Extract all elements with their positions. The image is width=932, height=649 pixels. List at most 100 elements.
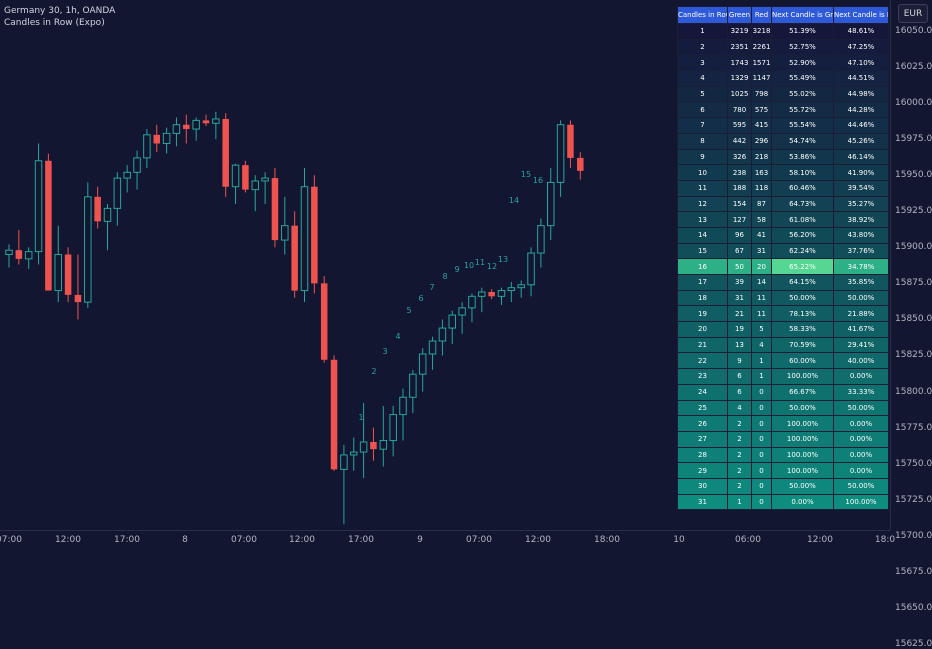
- candle-bullish[interactable]: [537, 218, 545, 268]
- table-cell: 52.75%: [771, 38, 834, 56]
- table-cell: 16: [677, 258, 728, 275]
- candle-bullish[interactable]: [507, 281, 516, 303]
- candle-bearish[interactable]: [74, 254, 82, 320]
- candle-bearish[interactable]: [488, 289, 495, 300]
- candle-bullish[interactable]: [212, 111, 220, 140]
- candle-bullish[interactable]: [162, 127, 171, 154]
- chart-legend[interactable]: Germany 30, 1h, OANDA Candles in Row (Ex…: [4, 5, 115, 29]
- candle-body: [488, 292, 495, 297]
- candle-bullish[interactable]: [497, 287, 506, 305]
- candle-bullish[interactable]: [359, 403, 368, 479]
- candle-bullish[interactable]: [556, 120, 565, 197]
- candle-bearish[interactable]: [222, 113, 229, 197]
- table-cell: 100.00%: [771, 415, 834, 432]
- candle-bullish[interactable]: [340, 444, 348, 525]
- candle-bearish[interactable]: [202, 114, 210, 127]
- candle-bullish[interactable]: [438, 319, 447, 356]
- candle-bullish[interactable]: [133, 150, 141, 190]
- candle-bullish[interactable]: [428, 336, 437, 370]
- candle-bullish[interactable]: [172, 117, 181, 147]
- table-cell: 14: [677, 226, 728, 244]
- candle-bearish[interactable]: [153, 124, 161, 153]
- candle-bullish[interactable]: [84, 182, 92, 308]
- candle-bearish[interactable]: [64, 247, 72, 303]
- candle-bullish[interactable]: [478, 287, 486, 313]
- candle-bullish[interactable]: [24, 247, 33, 269]
- candle-bearish[interactable]: [567, 120, 574, 168]
- table-cell: 1147: [751, 70, 772, 87]
- candle-bullish[interactable]: [448, 310, 456, 344]
- candle-bearish[interactable]: [311, 175, 318, 294]
- candle-bearish[interactable]: [577, 152, 584, 180]
- candle-bullish[interactable]: [300, 167, 309, 303]
- candle-bullish[interactable]: [379, 405, 388, 467]
- candle-body: [577, 157, 584, 171]
- candle-bullish[interactable]: [350, 437, 358, 471]
- candle-bearish[interactable]: [370, 427, 377, 461]
- candle-bullish[interactable]: [103, 204, 112, 251]
- candle-bullish[interactable]: [5, 244, 13, 268]
- table-row: 10 238 163 58.10% 41.90%: [677, 164, 889, 181]
- table-cell: 1743: [727, 54, 752, 72]
- table-cell: 218: [751, 148, 772, 166]
- table-cell: 4: [751, 336, 772, 354]
- candle-bullish[interactable]: [261, 172, 269, 205]
- candle-body: [123, 171, 131, 179]
- candle-bullish[interactable]: [468, 293, 476, 323]
- candle-bullish[interactable]: [54, 225, 62, 303]
- candle-bearish[interactable]: [242, 160, 249, 193]
- table-cell: 44.98%: [833, 85, 889, 103]
- candle-bullish[interactable]: [123, 165, 131, 193]
- candle-bullish[interactable]: [113, 172, 122, 226]
- candle-bullish[interactable]: [409, 369, 417, 414]
- price-axis[interactable]: 16050.0 16025.0 16000.0 15975.0 15950.0 15925…: [890, 0, 932, 649]
- candle-bullish[interactable]: [143, 129, 151, 168]
- table-cell: 58.33%: [771, 321, 834, 338]
- candle-bullish[interactable]: [547, 167, 555, 241]
- candle-bearish[interactable]: [183, 114, 190, 144]
- table-cell: 0: [751, 477, 772, 495]
- candle-bullish[interactable]: [231, 163, 240, 205]
- candle-bearish[interactable]: [15, 229, 23, 265]
- candle-bullish[interactable]: [251, 175, 259, 212]
- symbol-title[interactable]: Germany 30, 1h, OANDA: [4, 6, 116, 16]
- candle-bearish[interactable]: [45, 153, 52, 291]
- candle-bullish[interactable]: [34, 143, 43, 265]
- table-cell: 18: [677, 289, 728, 307]
- candle-bullish[interactable]: [281, 196, 289, 255]
- candle-body: [350, 451, 358, 456]
- candle-body: [448, 314, 456, 329]
- candle-bearish[interactable]: [94, 186, 101, 229]
- table-cell: 21: [677, 336, 728, 354]
- table-cell: 5: [751, 321, 772, 338]
- table-cell: 20: [677, 321, 728, 338]
- time-axis[interactable]: 07:00 12:00 17:00 8 07:00 12:00 17:00 9 07:00 12:…: [0, 530, 895, 551]
- counter-label: 9: [454, 265, 459, 274]
- indicator-title[interactable]: Candles in Row (Expo): [4, 18, 105, 28]
- candle-bullish[interactable]: [192, 117, 200, 141]
- candle-bearish[interactable]: [271, 167, 279, 248]
- candle-bearish[interactable]: [320, 276, 328, 363]
- candle-bullish[interactable]: [458, 302, 466, 334]
- chart-area[interactable]: 1 2 3 4 5 6 7 8 9 10 11 12 13 14 15 16: [0, 0, 890, 530]
- table-cell: 15: [677, 242, 728, 260]
- table-cell: 1571: [751, 54, 772, 72]
- table-cell: 58.10%: [771, 164, 834, 181]
- candle-body: [133, 157, 141, 173]
- table-cell: 1: [727, 493, 752, 511]
- candle-bullish[interactable]: [418, 348, 427, 392]
- candle-body: [172, 124, 181, 134]
- candle-bearish[interactable]: [291, 211, 298, 298]
- candle-bullish[interactable]: [389, 405, 397, 457]
- candle-bullish[interactable]: [517, 280, 525, 298]
- candle-bullish[interactable]: [399, 388, 407, 441]
- candle-bullish[interactable]: [527, 247, 535, 297]
- candle-body: [379, 440, 388, 450]
- table-cell: 238: [727, 164, 752, 181]
- currency-badge[interactable]: EUR: [898, 4, 928, 23]
- candle-bearish[interactable]: [330, 355, 338, 471]
- table-cell: 127: [727, 211, 752, 228]
- table-cell: 50.00%: [771, 399, 834, 417]
- table-cell: 2261: [751, 38, 772, 56]
